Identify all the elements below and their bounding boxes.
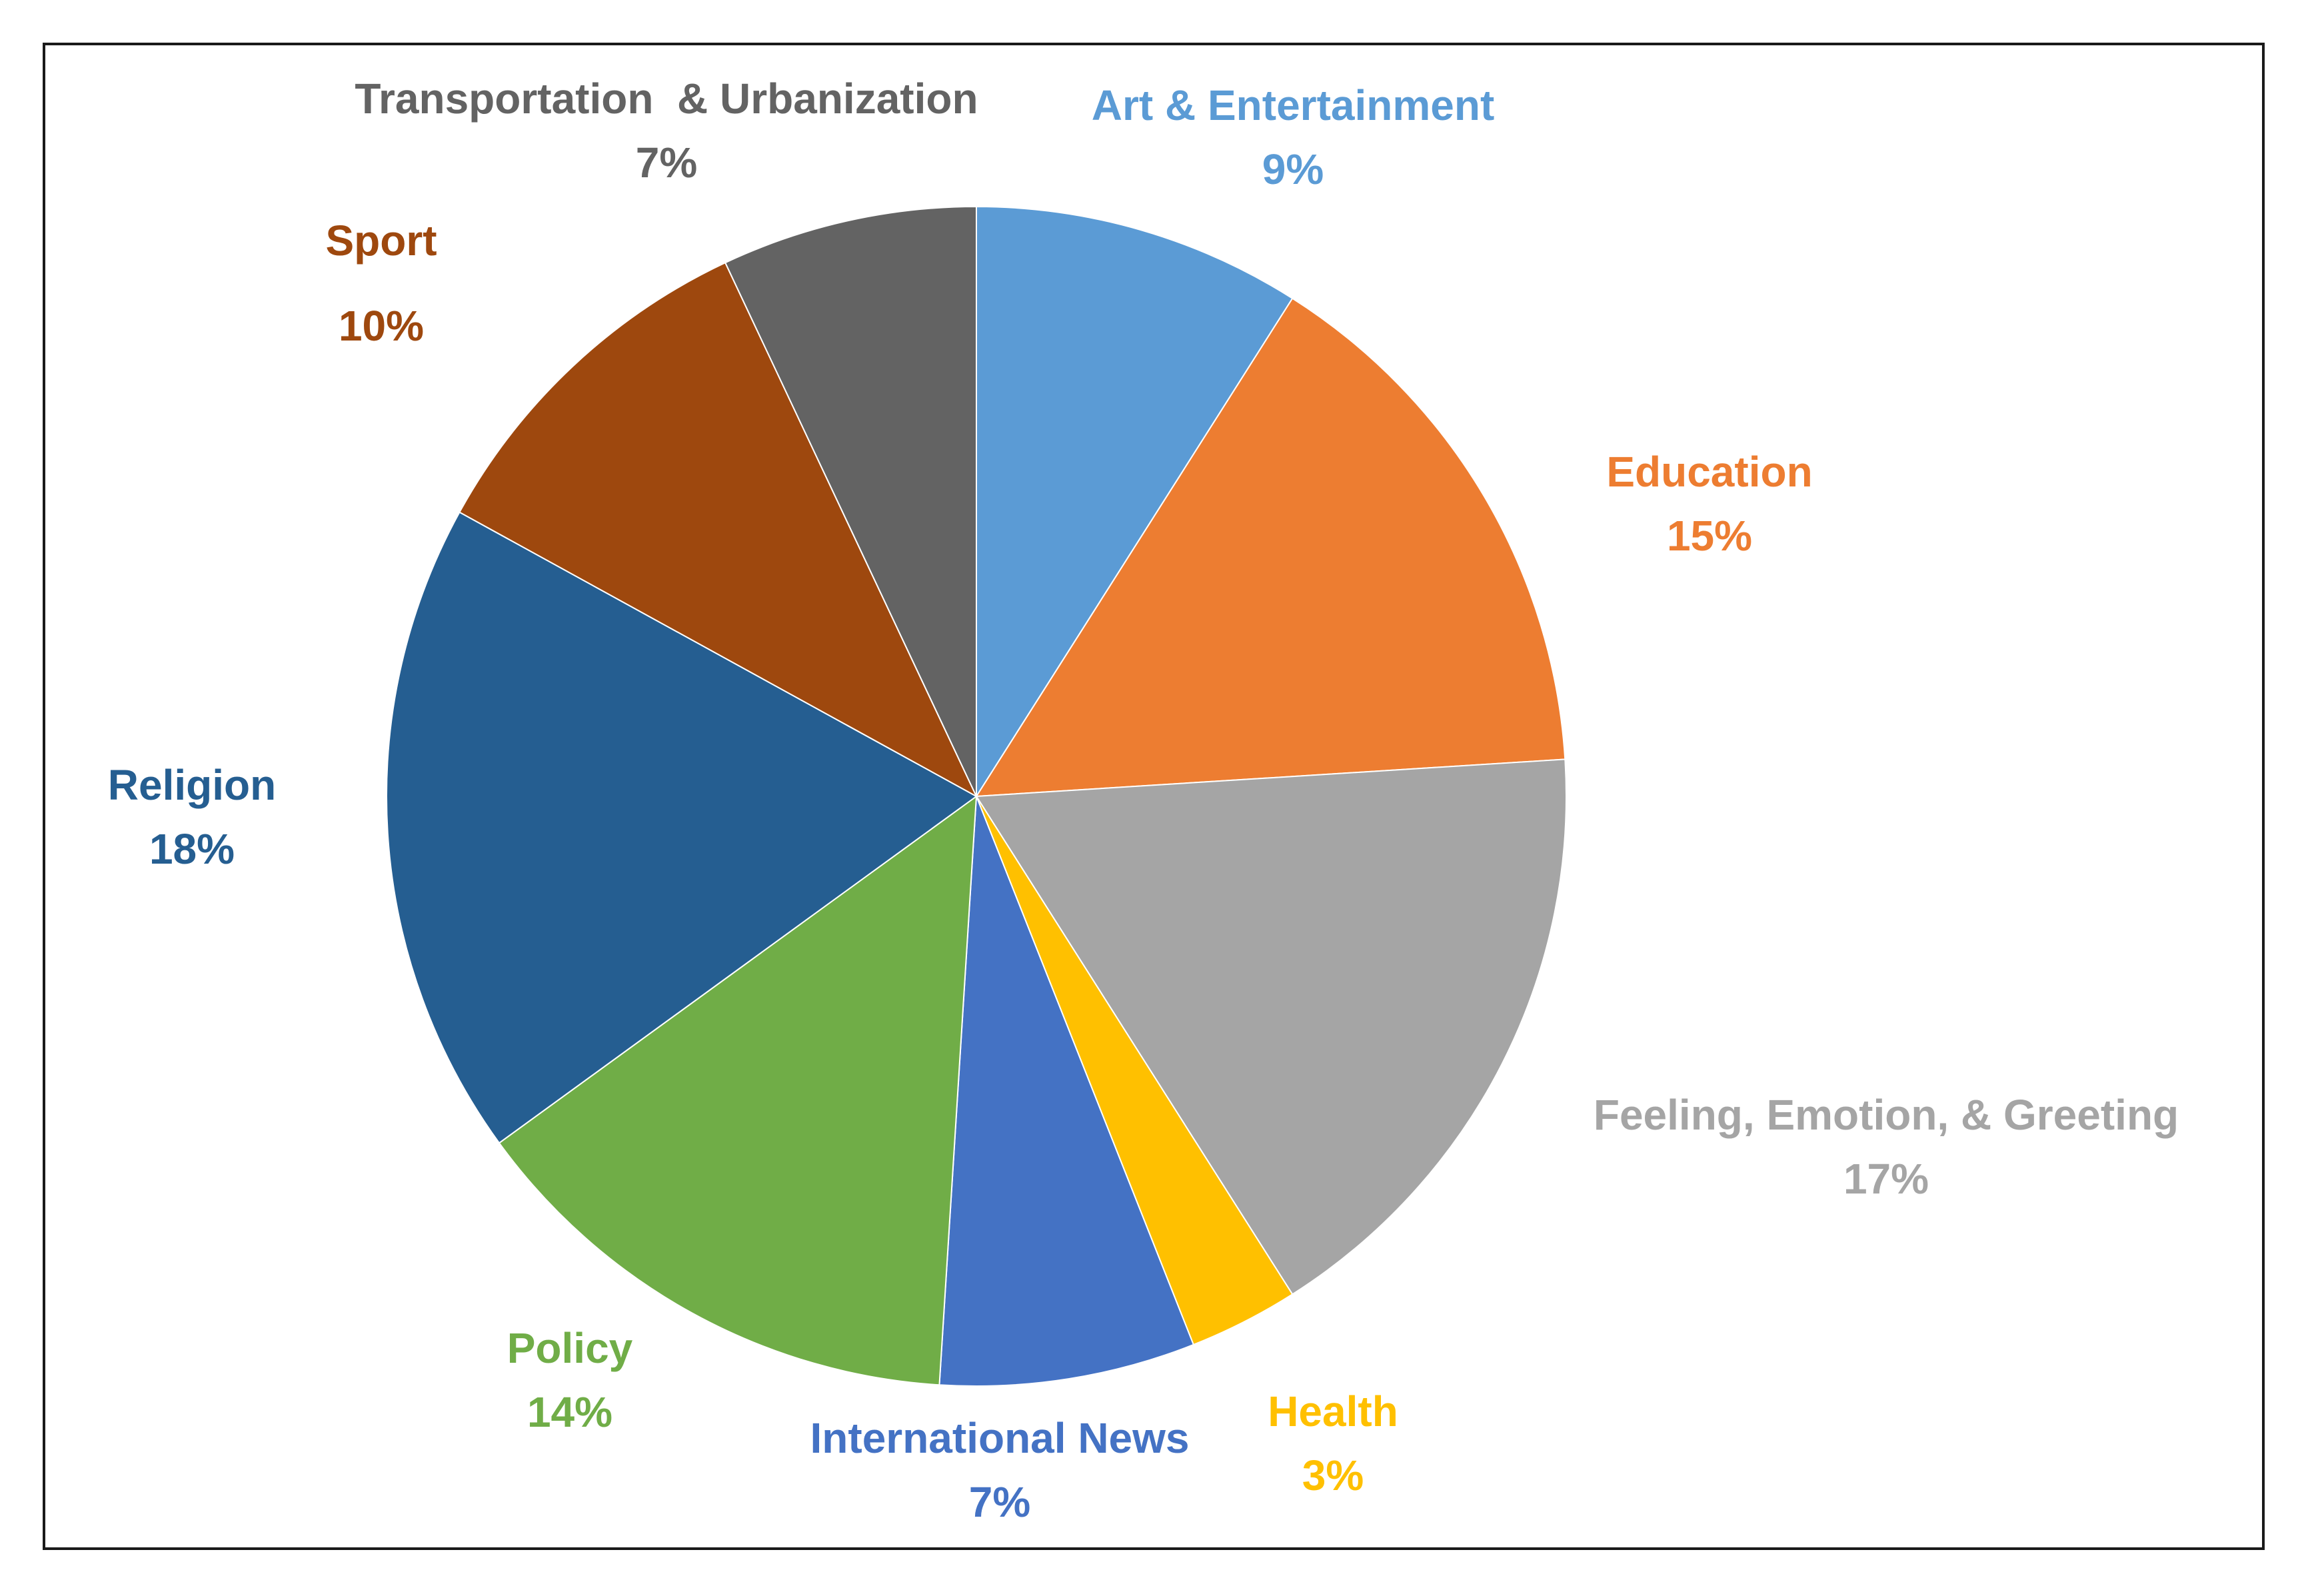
slice-label-sport: Sport (325, 217, 437, 265)
slice-value-sport: 10% (339, 302, 424, 350)
pie-slice-transportation-urbanization (724, 205, 977, 797)
pie-labels: Art & Entertainment 9% Education 15% Feeling… (108, 75, 2179, 1526)
slice-value-policy: 14% (527, 1388, 612, 1436)
slice-value-religion: 18% (149, 825, 235, 873)
slice-value-education: 15% (1667, 512, 1752, 560)
slice-value-art-entertainment: 9% (1262, 145, 1324, 193)
pie-slice-international-news (938, 796, 1195, 1387)
slice-label-international-news: International News (810, 1414, 1190, 1462)
slice-value-health: 3% (1302, 1451, 1364, 1499)
slice-label-policy: Policy (507, 1324, 633, 1372)
slice-value-transportation-urbanization: 7% (636, 139, 698, 187)
pie-slice-feeling-emotion-greeting (975, 758, 1567, 1295)
slice-label-feeling-emotion-greeting: Feeling, Emotion, & Greeting (1594, 1091, 2179, 1139)
slice-label-education: Education (1606, 448, 1812, 496)
pie-slice-policy (498, 794, 978, 1386)
slice-value-feeling-emotion-greeting: 17% (1843, 1155, 1929, 1203)
slice-label-art-entertainment: Art & Entertainment (1092, 81, 1495, 129)
slice-label-health: Health (1268, 1387, 1398, 1435)
pie-slice-education (975, 297, 1566, 798)
slice-value-international-news: 7% (969, 1478, 1031, 1526)
pie-slice-sport (459, 261, 978, 798)
pie-slice-art-entertainment (976, 205, 1294, 799)
pie-slices (386, 205, 1567, 1387)
pie-slice-religion (386, 511, 978, 1144)
slice-label-religion: Religion (108, 761, 276, 809)
slice-label-transportation-urbanization: Transportation & Urbanization (355, 75, 978, 123)
